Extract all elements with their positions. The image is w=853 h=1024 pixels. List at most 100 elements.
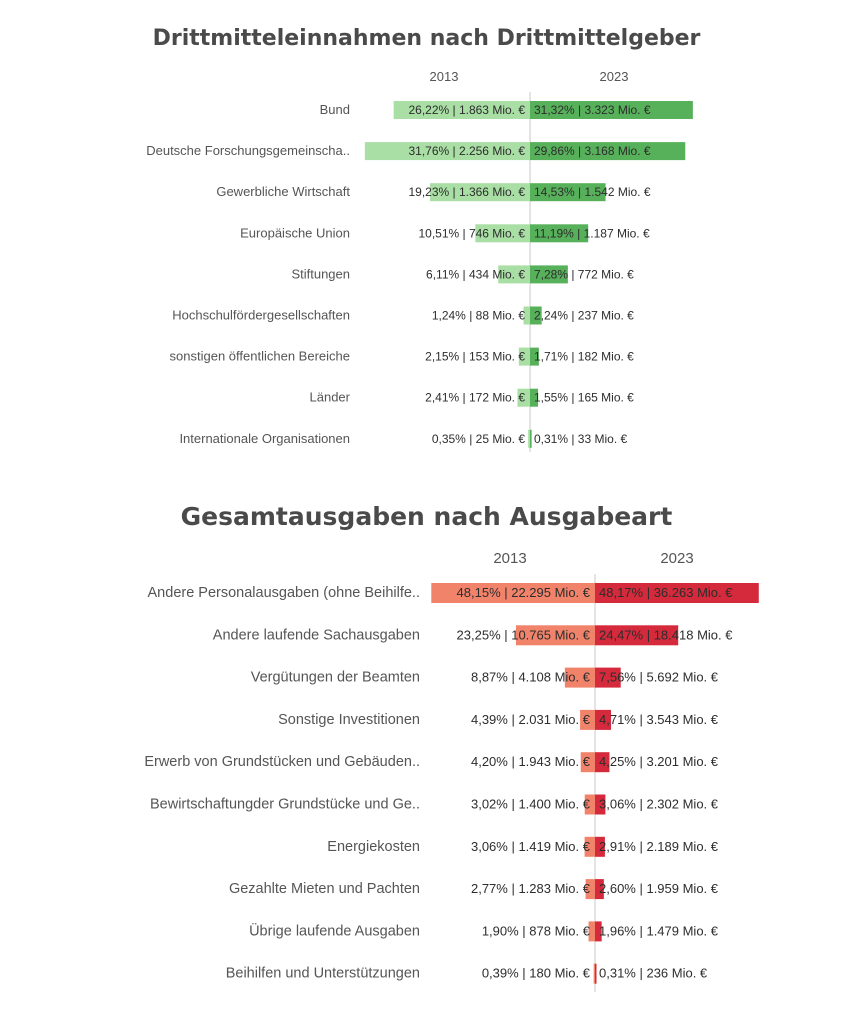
drittmittel-bar-2013-deutsche-forschungsgemeinscha [364, 142, 530, 161]
gesamtausgaben-category-label-sonstige-investitionen: Sonstige Investitionen [278, 712, 420, 728]
drittmittel-value-label-2023-europaeische-union: 11,19% | 1.187 Mio. € [534, 226, 650, 240]
gesamtausgaben-value-label-2013-sonstige-investitionen: 4,39% | 2.031 Mio. € [471, 712, 591, 727]
drittmittel-value-label-2023-stiftungen: 7,28% | 772 Mio. € [534, 267, 634, 281]
drittmittel-bar-2013-stiftungen [498, 265, 530, 284]
drittmittel-value-label-2023-bund: 31,32% | 3.323 Mio. € [534, 103, 651, 117]
gesamtausgaben-value-label-2013-bewirtschaftungder-grundstuecke-und-ge: 3,02% | 1.400 Mio. € [471, 797, 591, 812]
drittmittel-bar-2013-gewerbliche-wirtschaft [430, 183, 530, 202]
drittmittel-bar-2023-europaeische-union [530, 224, 589, 243]
gesamtausgaben-category-label-andere-laufende-sachausgaben: Andere laufende Sachausgaben [213, 627, 420, 643]
drittmittel-value-label-2023-sonstigen-oeffentlichen-bereiche: 1,71% | 182 Mio. € [534, 350, 634, 364]
gesamtausgaben-category-label-bewirtschaftungder-grundstuecke-und-ge: Bewirtschaftungder Grundstücke und Ge.. [150, 797, 420, 813]
drittmittel-bar-2023-internationale-organisationen [530, 429, 532, 448]
drittmittel-category-label-bund: Bund [320, 102, 350, 117]
gesamtausgaben-bar-2023-sonstige-investitionen [595, 709, 612, 730]
drittmittel-chart: Bund 26,22% | 1.863 Mio. € 31,32% | 3.323 … [146, 92, 693, 452]
drittmittel-bar-2013-laender [517, 388, 530, 407]
drittmittel-value-label-2013-internationale-organisationen: 0,35% | 25 Mio. € [432, 432, 525, 446]
drittmittel-value-label-2023-gewerbliche-wirtschaft: 14,53% | 1.542 Mio. € [534, 185, 651, 199]
gesamtausgaben-category-label-uebrige-laufende-ausgaben: Übrige laufende Ausgaben [249, 921, 420, 939]
gesamtausgaben-bar-2013-andere-personalausgaben-ohne-beihilfe [431, 583, 595, 603]
gesamtausgaben-value-label-2023-gezahlte-mieten-und-pachten: 2,60% | 1.959 Mio. € [599, 881, 719, 896]
gesamtausgaben-value-label-2013-andere-personalausgaben-ohne-beihilfe: 48,15% | 22.295 Mio. € [457, 585, 591, 600]
drittmittel-bar-2023-deutsche-forschungsgemeinscha [530, 142, 686, 161]
gesamtausgaben-value-label-2013-gezahlte-mieten-und-pachten: 2,77% | 1.283 Mio. € [471, 881, 591, 896]
gesamtausgaben-bar-2023-energiekosten [595, 836, 605, 857]
gesamtausgaben-value-label-2013-verguetungen-der-beamten: 8,87% | 4.108 Mio. € [471, 670, 591, 685]
drittmittel-value-label-2013-europaeische-union: 10,51% | 746 Mio. € [418, 226, 525, 240]
drittmittel-value-label-2013-bund: 26,22% | 1.863 Mio. € [408, 103, 525, 117]
drittmittel-bar-2013-europaeische-union [475, 224, 530, 243]
gesamtausgaben-value-label-2023-energiekosten: 2,91% | 2.189 Mio. € [599, 839, 719, 854]
drittmittel-bar-2013-bund [393, 101, 530, 119]
gesamtausgaben-bar-2013-beihilfen-und-unterstuetzungen [593, 963, 596, 984]
gesamtausgaben-value-label-2023-beihilfen-und-unterstuetzungen: 0,31% | 236 Mio. € [599, 966, 708, 981]
gesamtausgaben-value-label-2013-energiekosten: 3,06% | 1.419 Mio. € [471, 839, 591, 854]
drittmittel-value-label-2013-stiftungen: 6,11% | 434 Mio. € [426, 267, 525, 281]
drittmittel-value-label-2013-laender: 2,41% | 172 Mio. € [425, 391, 525, 405]
gesamtausgaben-value-label-2013-andere-laufende-sachausgaben: 23,25% | 10.765 Mio. € [457, 627, 591, 642]
drittmittel-bar-2013-internationale-organisationen [528, 429, 530, 448]
gesamtausgaben-category-label-beihilfen-und-unterstuetzungen: Beihilfen und Unterstützungen [226, 966, 420, 982]
gesamtausgaben-chart: Andere Personalausgaben (ohne Beihilfe..… [144, 574, 759, 992]
drittmittel-bar-2013-hochschulfoerdergesellschaften [523, 306, 530, 325]
chart-title-gesamtausgaben: Gesamtausgaben nach Ausgabeart [180, 502, 673, 531]
drittmittel-bar-2023-stiftungen [530, 265, 568, 284]
gesamtausgaben-category-label-gezahlte-mieten-und-pachten: Gezahlte Mieten und Pachten [229, 881, 420, 897]
gesamtausgaben-bar-2023-bewirtschaftungder-grundstuecke-und-ge [595, 794, 606, 815]
drittmittel-value-label-2023-internationale-organisationen: 0,31% | 33 Mio. € [534, 432, 627, 446]
gesamtausgaben-bar-2023-erwerb-von-grundstuecken-und-gebaeuden [595, 752, 610, 773]
drittmittel-bar-2023-laender [530, 388, 539, 407]
gesamtausgaben-bar-2023-gezahlte-mieten-und-pachten [595, 879, 604, 900]
drittmittel-bar-2023-hochschulfoerdergesellschaften [530, 306, 542, 325]
gesamtausgaben-bar-2013-bewirtschaftungder-grundstuecke-und-ge [584, 794, 595, 815]
gesamtausgaben-value-label-2023-bewirtschaftungder-grundstuecke-und-ge: 3,06% | 2.302 Mio. € [599, 797, 719, 812]
year-label-2023-gesamtausgaben: 2023 [660, 550, 694, 567]
gesamtausgaben-bar-2023-andere-laufende-sachausgaben [595, 625, 679, 646]
drittmittel-category-label-internationale-organisationen: Internationale Organisationen [179, 431, 350, 446]
year-label-2013-drittmittel: 2013 [429, 69, 459, 84]
gesamtausgaben-bar-2013-erwerb-von-grundstuecken-und-gebaeuden [580, 752, 595, 773]
gesamtausgaben-bar-2013-sonstige-investitionen [580, 709, 595, 730]
gesamtausgaben-bar-2013-uebrige-laufende-ausgaben [588, 921, 595, 942]
drittmittel-category-label-deutsche-forschungsgemeinscha: Deutsche Forschungsgemeinscha.. [146, 143, 350, 158]
gesamtausgaben-value-label-2013-beihilfen-und-unterstuetzungen: 0,39% | 180 Mio. € [482, 966, 591, 981]
gesamtausgaben-category-label-energiekosten: Energiekosten [327, 839, 420, 855]
drittmittel-category-label-sonstigen-oeffentlichen-bereiche: sonstigen öffentlichen Bereiche [170, 349, 350, 364]
gesamtausgaben-value-label-2023-erwerb-von-grundstuecken-und-gebaeuden: 4,25% | 3.201 Mio. € [599, 754, 719, 769]
gesamtausgaben-bar-2023-verguetungen-der-beamten [595, 667, 621, 688]
drittmittel-bar-2023-bund [530, 101, 693, 119]
year-label-2023-drittmittel: 2023 [599, 69, 629, 84]
gesamtausgaben-value-label-2013-erwerb-von-grundstuecken-und-gebaeuden: 4,20% | 1.943 Mio. € [471, 754, 591, 769]
drittmittel-value-label-2023-hochschulfoerdergesellschaften: 2,24% | 237 Mio. € [534, 309, 634, 323]
drittmittel-value-label-2023-deutsche-forschungsgemeinscha: 29,86% | 3.168 Mio. € [534, 144, 651, 158]
drittmittel-category-label-stiftungen: Stiftungen [291, 266, 350, 281]
gesamtausgaben-bar-2013-andere-laufende-sachausgaben [515, 625, 595, 646]
drittmittel-value-label-2023-laender: 1,55% | 165 Mio. € [534, 391, 634, 405]
drittmittel-bar-2013-sonstigen-oeffentlichen-bereiche [518, 347, 530, 366]
gesamtausgaben-bar-2023-beihilfen-und-unterstuetzungen [595, 963, 597, 984]
drittmittel-category-label-europaeische-union: Europäische Union [240, 225, 350, 240]
gesamtausgaben-bar-2023-andere-personalausgaben-ohne-beihilfe [595, 583, 759, 603]
gesamtausgaben-value-label-2023-verguetungen-der-beamten: 7,56% | 5.692 Mio. € [599, 670, 719, 685]
gesamtausgaben-value-label-2013-uebrige-laufende-ausgaben: 1,90% | 878 Mio. € [482, 923, 591, 938]
year-label-2013-gesamtausgaben: 2013 [493, 550, 527, 567]
gesamtausgaben-category-label-erwerb-von-grundstuecken-und-gebaeuden: Erwerb von Grundstücken und Gebäuden.. [144, 754, 420, 770]
drittmittel-bar-2023-sonstigen-oeffentlichen-bereiche [530, 347, 539, 366]
gesamtausgaben-bar-2023-uebrige-laufende-ausgaben [595, 921, 602, 942]
chart-title-drittmittel: Drittmitteleinnahmen nach Drittmittelgeb… [152, 26, 701, 51]
drittmittel-category-label-gewerbliche-wirtschaft: Gewerbliche Wirtschaft [216, 184, 350, 199]
drittmittel-value-label-2013-deutsche-forschungsgemeinscha: 31,76% | 2.256 Mio. € [408, 144, 525, 158]
gesamtausgaben-bar-2013-gezahlte-mieten-und-pachten [585, 879, 595, 900]
drittmittel-value-label-2013-gewerbliche-wirtschaft: 19,23% | 1.366 Mio. € [408, 185, 525, 199]
gesamtausgaben-bar-2013-verguetungen-der-beamten [564, 667, 595, 688]
gesamtausgaben-category-label-verguetungen-der-beamten: Vergütungen der Beamten [251, 670, 420, 686]
gesamtausgaben-bar-2013-energiekosten [584, 836, 595, 857]
drittmittel-value-label-2013-hochschulfoerdergesellschaften: 1,24% | 88 Mio. € [432, 309, 525, 323]
gesamtausgaben-value-label-2023-uebrige-laufende-ausgaben: 1,96% | 1.479 Mio. € [599, 923, 719, 938]
gesamtausgaben-value-label-2023-andere-personalausgaben-ohne-beihilfe: 48,17% | 36.263 Mio. € [599, 585, 733, 600]
drittmittel-category-label-laender: Länder [310, 390, 351, 405]
gesamtausgaben-category-label-andere-personalausgaben-ohne-beihilfe: Andere Personalausgaben (ohne Beihilfe.. [148, 585, 420, 601]
gesamtausgaben-value-label-2023-andere-laufende-sachausgaben: 24,47% | 18.418 Mio. € [599, 627, 733, 642]
drittmittel-bar-2023-gewerbliche-wirtschaft [530, 183, 606, 202]
